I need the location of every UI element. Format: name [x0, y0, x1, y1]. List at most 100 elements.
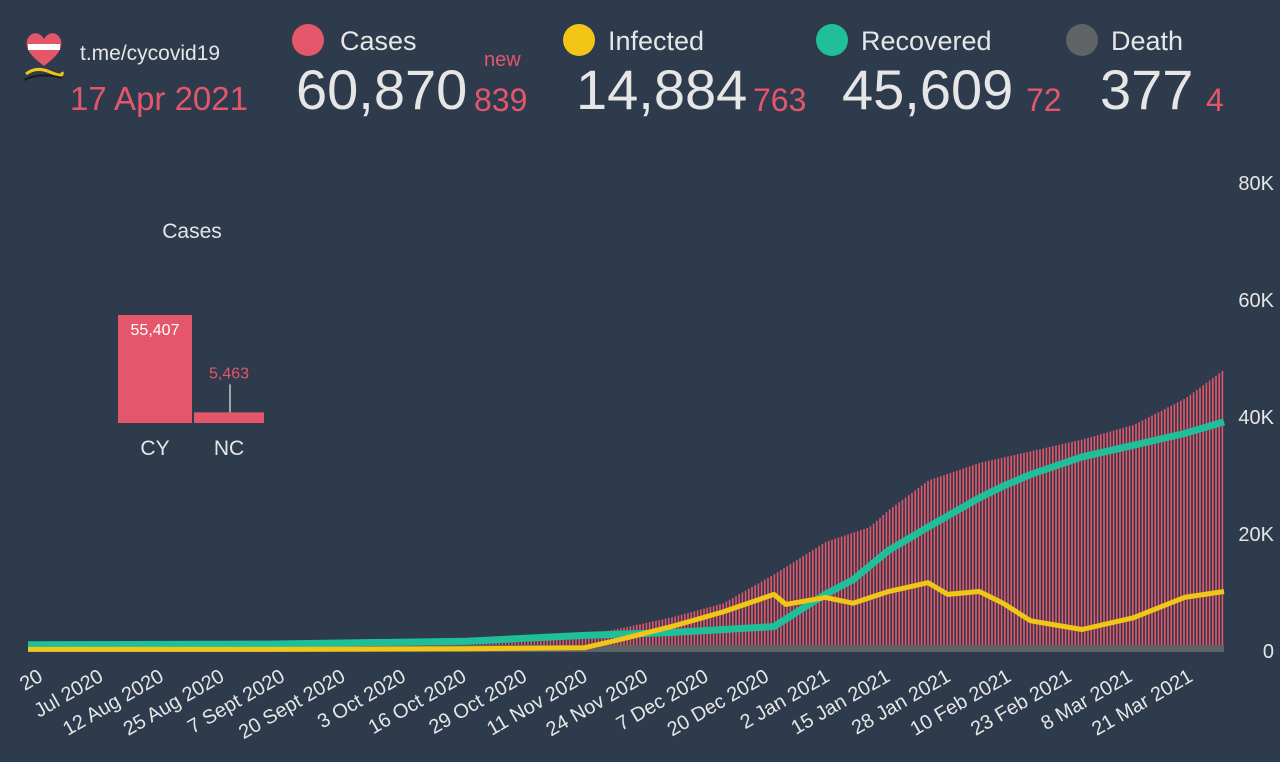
- report-date: 17 Apr 2021: [70, 80, 248, 117]
- cases-bar: [1218, 373, 1220, 650]
- infected-line: [28, 580, 1225, 652]
- cases-bar: [1032, 450, 1035, 650]
- cases-bar: [543, 638, 545, 650]
- cases-bar: [911, 492, 913, 650]
- channel-link[interactable]: t.me/cycovid19: [80, 42, 221, 65]
- cases-bar: [584, 634, 587, 650]
- cases-bar: [952, 471, 955, 650]
- cases-bar: [850, 533, 852, 650]
- y-tick-label: 0: [1263, 641, 1274, 663]
- inset-category-label-nc: NC: [214, 437, 244, 460]
- cases-bar: [524, 638, 526, 650]
- inset-value-label-cy: 55,407: [131, 322, 180, 339]
- cases-bar: [754, 585, 756, 650]
- cases-bar: [892, 506, 894, 650]
- cases-bar: [533, 638, 536, 650]
- cases-bar: [978, 463, 980, 650]
- cases-bar: [1164, 408, 1166, 650]
- cases-bar: [1196, 389, 1198, 650]
- death-series: [28, 645, 1224, 652]
- cases-bar: [786, 566, 788, 650]
- cases-bar: [914, 490, 916, 650]
- cases-bar: [597, 632, 600, 650]
- cases-bar: [1087, 437, 1089, 650]
- cases-bar: [530, 638, 532, 650]
- cases-bar: [1122, 427, 1124, 650]
- cases-label: Cases: [340, 26, 417, 56]
- cases-bar: [988, 460, 990, 650]
- cases-bar: [565, 636, 568, 650]
- cases-bar: [1170, 405, 1172, 650]
- cases-bar: [1192, 392, 1195, 650]
- cases-bar: [1106, 432, 1108, 650]
- cases-bar: [959, 469, 961, 650]
- cases-bar: [956, 470, 958, 650]
- cases-bar: [930, 479, 932, 650]
- cases-bar: [536, 638, 539, 650]
- cases-bar: [1135, 423, 1137, 650]
- inset-bar-cy: [118, 315, 192, 423]
- cases-bar: [540, 638, 542, 650]
- cases-bar: [1064, 443, 1067, 650]
- cases-bar: [920, 485, 923, 650]
- cases-bar: [946, 474, 948, 650]
- cases-bar: [588, 634, 590, 650]
- cases-bar: [940, 476, 942, 650]
- cases-bar: [1189, 394, 1192, 650]
- cases-bar: [1125, 426, 1128, 650]
- cases-bar: [738, 594, 740, 650]
- inset-bar-nc: [194, 412, 264, 423]
- cases-bar: [908, 495, 910, 650]
- cases-bar: [1221, 370, 1224, 650]
- cases-bar: [1132, 425, 1134, 650]
- cases-bar: [1055, 445, 1057, 650]
- cases-bar: [1116, 429, 1118, 650]
- cases-bar: [888, 509, 891, 650]
- cases-bar: [853, 532, 856, 650]
- recovered-line: [27, 418, 1225, 649]
- infected-total: 14,884: [576, 58, 748, 121]
- cases-bar: [757, 583, 760, 650]
- cases-bar: [789, 564, 792, 650]
- cases-bar: [1109, 431, 1112, 650]
- cases-bar: [1068, 442, 1070, 650]
- cases-bar: [933, 478, 936, 650]
- cases-bar: [972, 465, 974, 650]
- cases-bar: [504, 639, 507, 650]
- cases-bar: [1052, 446, 1054, 650]
- new-label: new: [484, 49, 521, 71]
- cases-bar: [965, 467, 968, 650]
- inset-category-label-cy: CY: [140, 437, 169, 460]
- cases-bar: [1138, 422, 1140, 650]
- x-tick-label: 20: [16, 665, 46, 695]
- cases-bar: [975, 464, 977, 650]
- cases-bar: [568, 636, 571, 650]
- cases-bar: [594, 633, 596, 650]
- cases-bar: [1199, 387, 1201, 650]
- cases-bar: [780, 570, 782, 650]
- cases-bar: [1151, 415, 1153, 650]
- cases-bar: [581, 635, 584, 650]
- infected-label: Infected: [608, 26, 705, 56]
- cases-bar: [600, 631, 603, 650]
- cases-bar: [1048, 446, 1051, 650]
- recovered-new: 72: [1026, 82, 1062, 118]
- cases-bar: [1112, 430, 1115, 650]
- cases-bar: [943, 475, 945, 650]
- cases-bar: [744, 590, 747, 650]
- inset-chart-title: Cases: [162, 220, 222, 243]
- y-tick-label: 20K: [1238, 524, 1274, 546]
- cases-bar: [994, 459, 996, 650]
- cases-bar: [869, 526, 872, 650]
- cases-bar: [1058, 444, 1060, 650]
- recovered-label: Recovered: [861, 26, 992, 56]
- cases-bar: [1084, 438, 1086, 650]
- cases-bar: [831, 539, 833, 650]
- death-label: Death: [1111, 26, 1184, 56]
- cases-bar: [1103, 433, 1105, 650]
- cases-bar: [1212, 378, 1214, 650]
- cases-legend-dot: [292, 24, 324, 56]
- cases-bar: [488, 639, 491, 650]
- cases-bar: [1077, 440, 1080, 650]
- cases-bar: [725, 601, 728, 650]
